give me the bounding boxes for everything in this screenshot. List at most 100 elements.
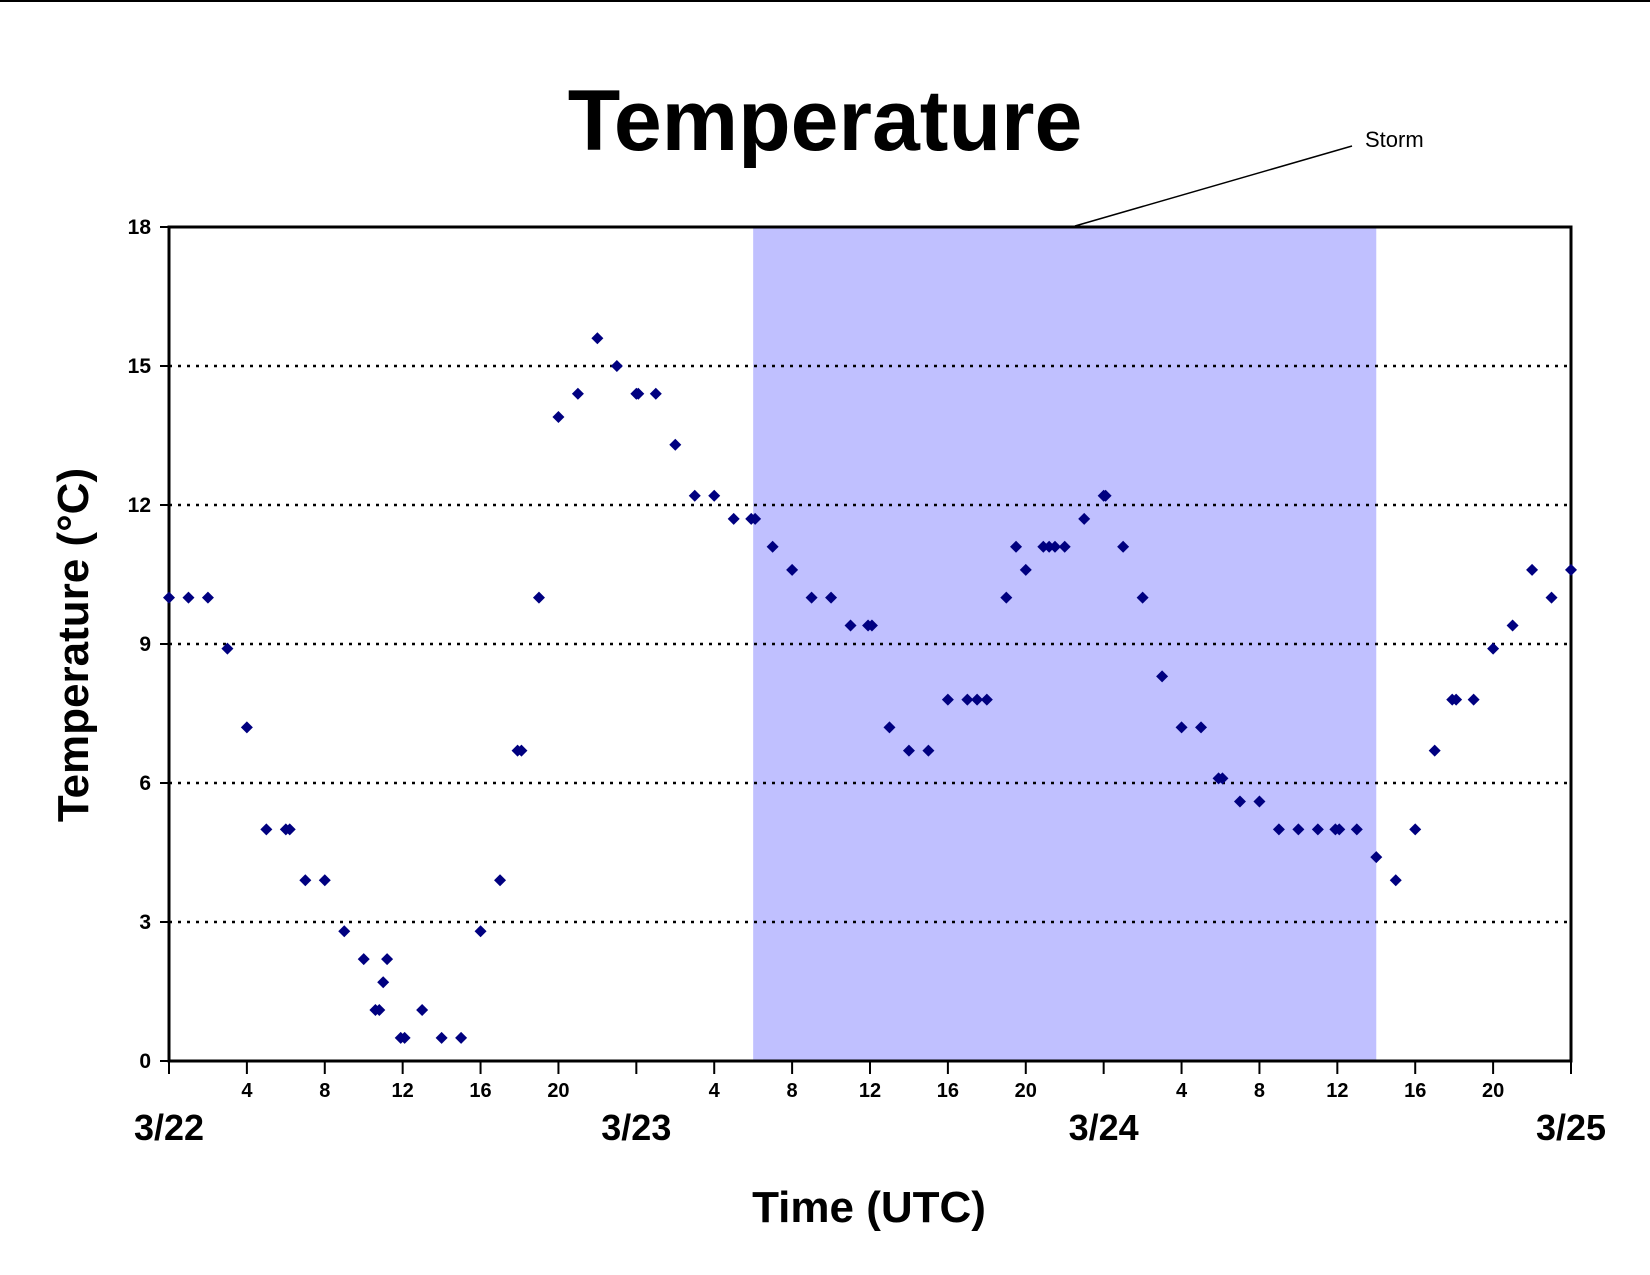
y-tick-label: 9	[139, 633, 151, 656]
data-point	[201, 591, 214, 604]
data-point	[1136, 591, 1149, 604]
data-point	[961, 693, 974, 706]
data-point	[805, 591, 818, 604]
data-point	[844, 619, 857, 632]
data-point	[610, 360, 623, 372]
data-point	[221, 642, 234, 655]
data-point	[1526, 563, 1539, 576]
data-point	[786, 563, 799, 576]
data-point	[1389, 874, 1402, 887]
data-point	[474, 925, 487, 938]
data-point	[515, 744, 528, 757]
data-point	[455, 1031, 468, 1044]
data-point	[1545, 591, 1558, 604]
data-point	[1175, 721, 1188, 734]
data-point	[338, 925, 351, 938]
data-point	[1409, 823, 1422, 836]
data-point	[357, 953, 370, 966]
data-point	[240, 721, 253, 734]
data-point	[1292, 823, 1305, 836]
y-tick-label: 15	[128, 355, 152, 378]
data-point	[532, 591, 545, 604]
data-point	[766, 540, 779, 553]
data-point	[749, 512, 762, 525]
data-point	[571, 387, 584, 400]
x-tick-label: 12	[859, 1080, 881, 1102]
x-tick-label: 16	[937, 1080, 959, 1102]
data-point	[283, 823, 296, 836]
x-tick-label: 8	[1254, 1080, 1265, 1102]
data-point	[494, 874, 507, 887]
data-point	[299, 874, 312, 887]
y-tick-label: 0	[139, 1050, 151, 1073]
data-point	[922, 744, 935, 757]
y-axis-title: Temperature (°C)	[49, 468, 98, 822]
data-point	[1058, 540, 1071, 553]
data-point	[1272, 823, 1285, 836]
x-tick-label: 12	[392, 1080, 414, 1102]
x-tick-label: 12	[1326, 1080, 1348, 1102]
storm-annotation: Storm	[1365, 127, 1424, 152]
data-point	[1117, 540, 1130, 553]
data-point	[669, 438, 682, 451]
storm-shaded-region	[753, 227, 1377, 1061]
data-point	[1195, 721, 1208, 734]
data-point	[1253, 795, 1266, 808]
data-point	[552, 410, 565, 423]
data-point	[1000, 591, 1013, 604]
annotation-leader-line	[1074, 145, 1353, 227]
chart-title: Temperature	[568, 73, 1083, 169]
data-point	[708, 489, 721, 502]
data-point	[632, 387, 645, 400]
data-point	[883, 721, 896, 734]
day-label: 3/22	[134, 1107, 204, 1148]
plot-area: 0 3 6 9 12 15 18 4 8 12 16 20 4 8 12 16 20 4 8 12 16 20 3/22 3/…	[128, 216, 1606, 1148]
y-tick-label: 12	[128, 494, 151, 517]
x-tick-label: 16	[1404, 1080, 1426, 1102]
x-tick-label: 4	[709, 1080, 721, 1102]
day-label: 3/23	[601, 1107, 671, 1148]
data-point	[1048, 540, 1061, 553]
data-point	[1078, 512, 1091, 525]
data-point	[182, 591, 195, 604]
data-point	[971, 693, 984, 706]
data-point	[1216, 772, 1229, 785]
data-point	[865, 619, 878, 632]
data-point	[435, 1031, 448, 1044]
data-point	[318, 874, 331, 887]
data-point	[980, 693, 993, 706]
data-point	[373, 1004, 386, 1017]
data-point	[398, 1031, 411, 1044]
data-point	[1370, 851, 1383, 864]
data-point	[260, 823, 273, 836]
x-tick-label: 20	[547, 1080, 569, 1102]
data-point	[825, 591, 838, 604]
data-point	[1506, 619, 1519, 632]
day-label: 3/25	[1536, 1107, 1606, 1148]
x-tick-label: 20	[1015, 1080, 1037, 1102]
data-point	[1156, 670, 1169, 683]
data-point	[591, 332, 604, 345]
data-point	[1233, 795, 1246, 808]
data-point	[163, 591, 175, 604]
day-label: 3/24	[1069, 1107, 1139, 1148]
data-point	[1350, 823, 1363, 836]
data-point	[727, 512, 740, 525]
data-point	[377, 976, 390, 989]
data-point	[1311, 823, 1324, 836]
data-point	[1565, 563, 1577, 576]
data-point	[381, 953, 394, 966]
data-point	[649, 387, 662, 400]
data-point	[941, 693, 954, 706]
x-tick-label: 16	[469, 1080, 491, 1102]
x-tick-label: 8	[319, 1080, 330, 1102]
data-point	[1010, 540, 1023, 553]
x-axis-title: Time (UTC)	[752, 1183, 986, 1232]
y-tick-label: 18	[128, 216, 152, 239]
x-tick-label: 4	[241, 1080, 253, 1102]
data-point	[1428, 744, 1441, 757]
y-tick-label: 6	[139, 772, 151, 795]
y-tick-label: 3	[139, 911, 151, 934]
data-point	[416, 1004, 429, 1017]
data-point	[1487, 642, 1500, 655]
